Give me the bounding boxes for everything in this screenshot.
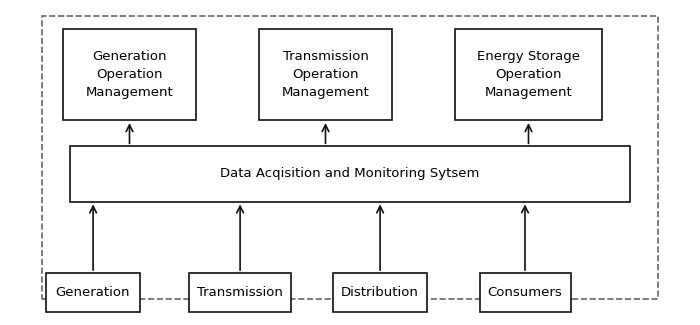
Text: Generation
Operation
Management: Generation Operation Management — [85, 50, 174, 99]
Text: Transmission
Operation
Management: Transmission Operation Management — [281, 50, 370, 99]
Bar — [63, 29, 196, 120]
Text: Data Acqisition and Monitoring Sytsem: Data Acqisition and Monitoring Sytsem — [220, 167, 480, 180]
Text: Generation: Generation — [55, 286, 130, 299]
Text: Energy Storage
Operation
Management: Energy Storage Operation Management — [477, 50, 580, 99]
Bar — [332, 273, 427, 312]
Text: Transmission: Transmission — [197, 286, 283, 299]
Bar — [189, 273, 290, 312]
Bar — [480, 273, 570, 312]
Text: Consumers: Consumers — [488, 286, 562, 299]
Bar — [70, 146, 630, 202]
Bar — [46, 273, 140, 312]
Bar — [42, 16, 658, 299]
Bar — [455, 29, 602, 120]
Text: Distribution: Distribution — [341, 286, 419, 299]
Bar — [259, 29, 392, 120]
